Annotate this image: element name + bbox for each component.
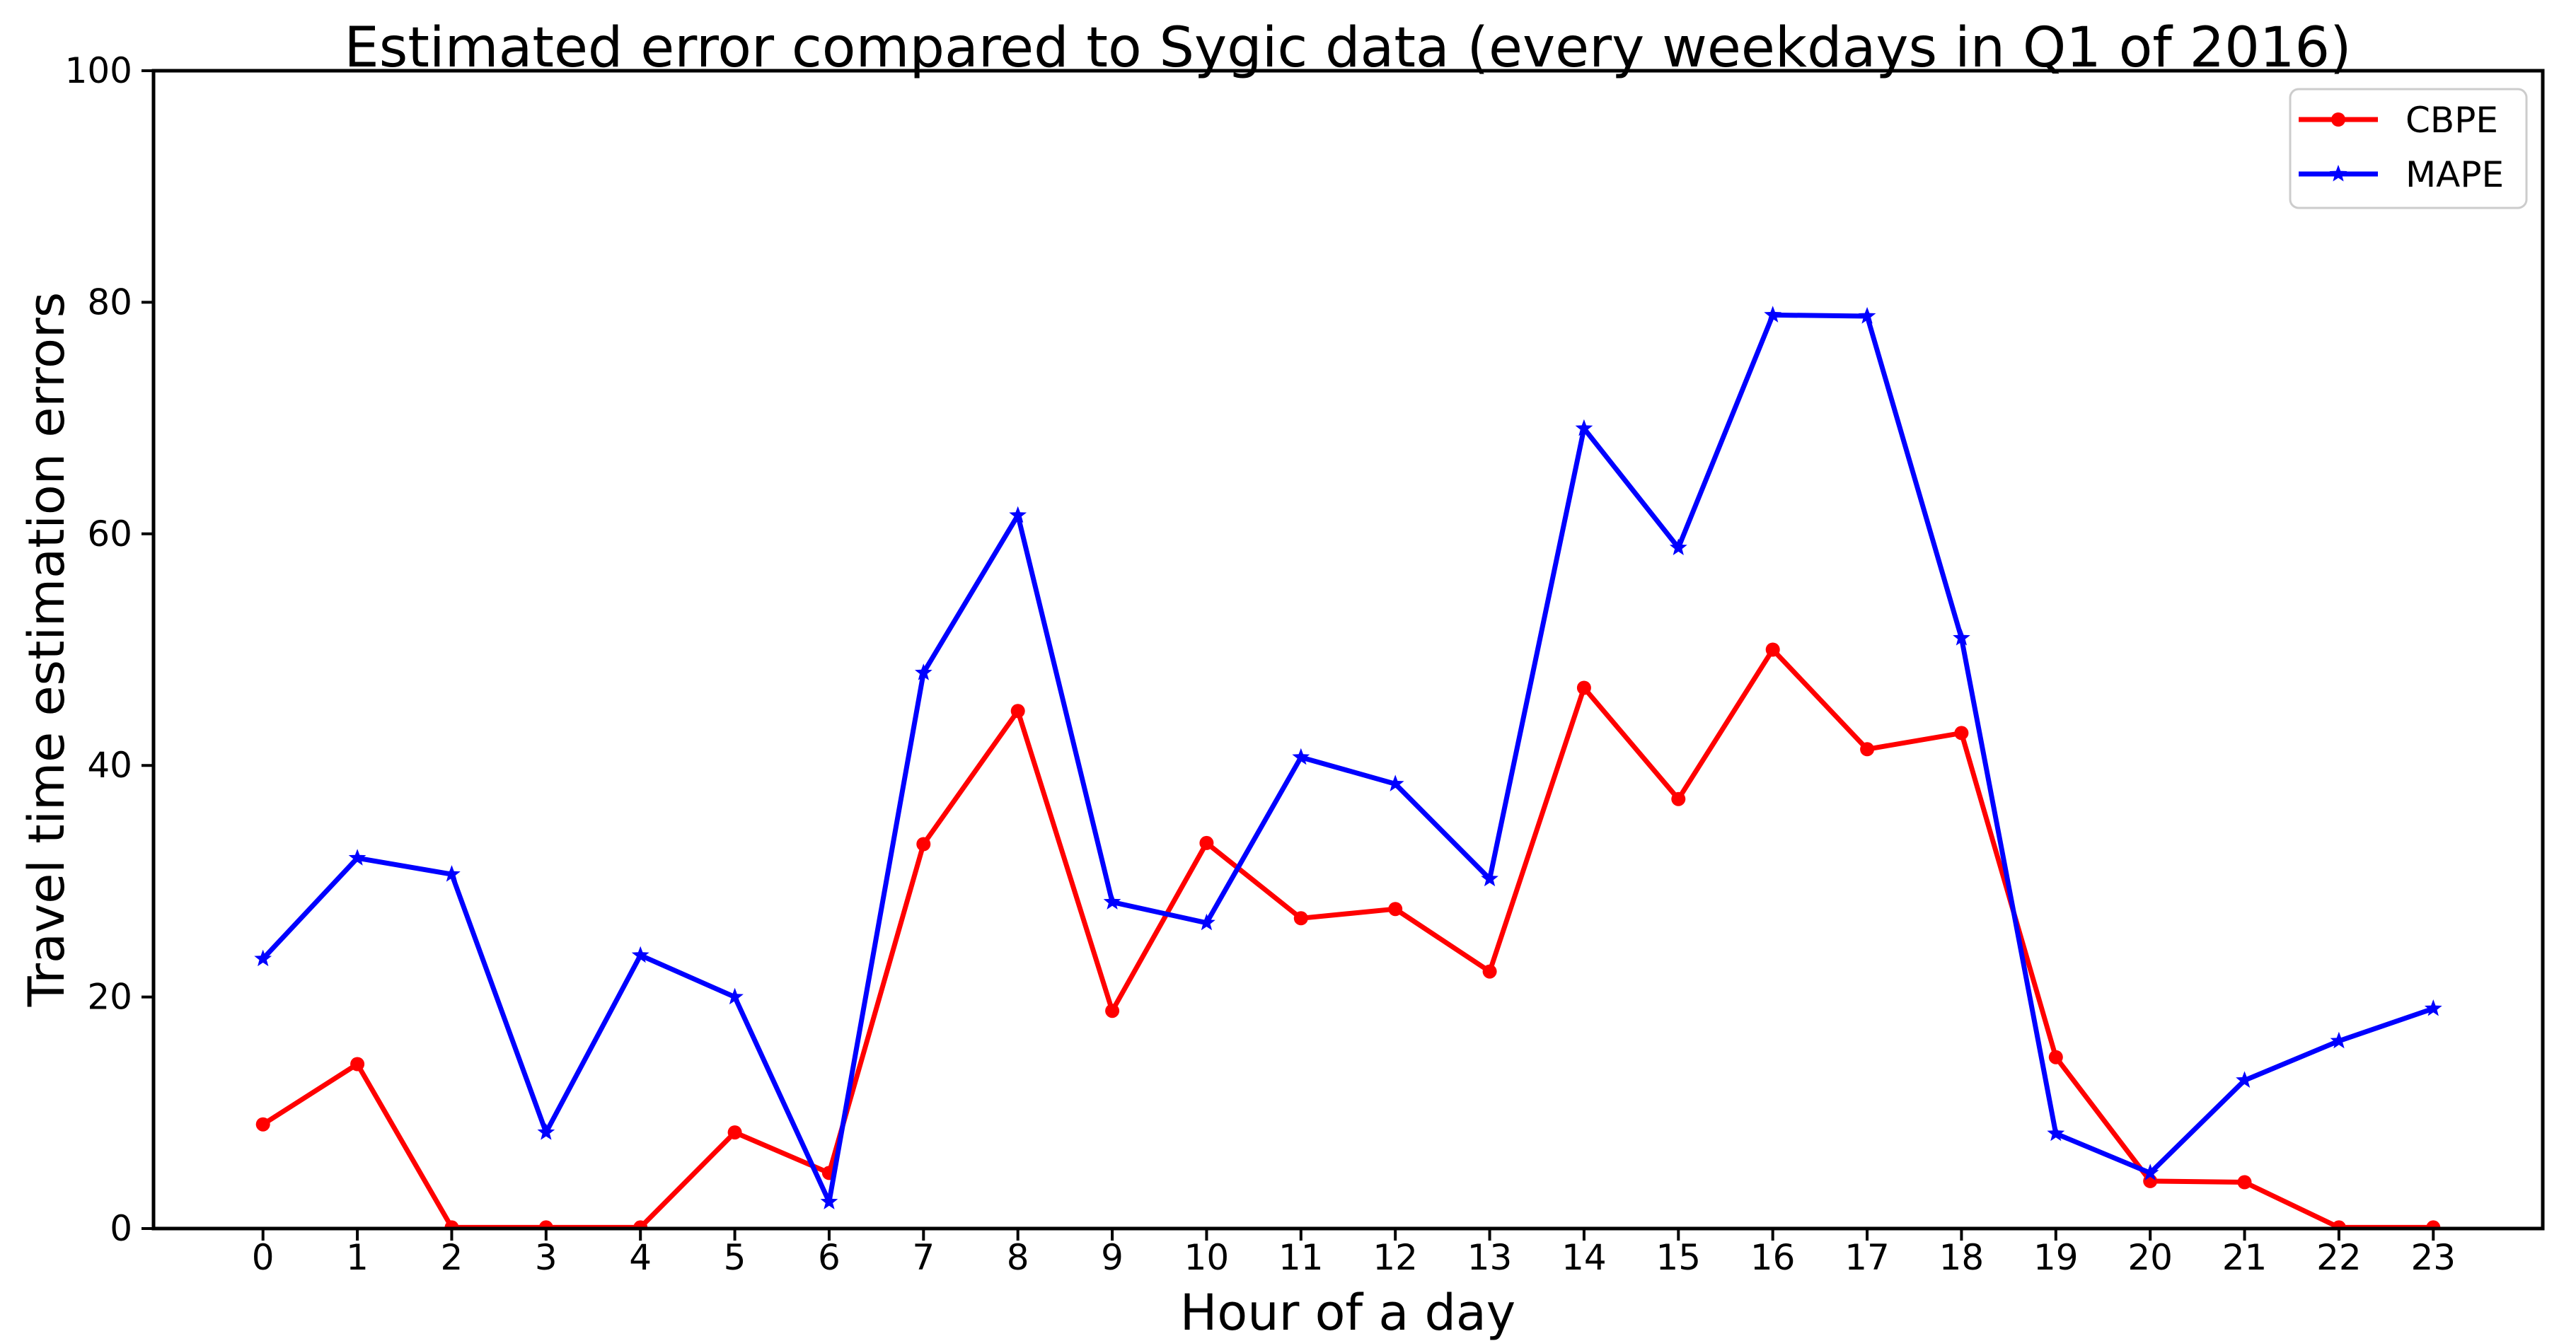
- x-tick-label: 17: [1844, 1237, 1890, 1278]
- legend-label-cbpe: CBPE: [2405, 100, 2498, 141]
- x-tick-label: 23: [2410, 1237, 2456, 1278]
- x-tick-label: 16: [1750, 1237, 1796, 1278]
- y-tick-label: 0: [110, 1208, 132, 1249]
- circle-marker-icon: [444, 1220, 459, 1229]
- chart-title: Estimated error compared to Sygic data (…: [344, 16, 2351, 80]
- star-marker-icon: [726, 987, 744, 1005]
- circle-marker-icon: [1576, 680, 1591, 695]
- circle-marker-icon: [2331, 112, 2345, 127]
- star-marker-icon: [1953, 629, 1970, 646]
- x-tick-label: 20: [2127, 1237, 2173, 1278]
- star-marker-icon: [631, 946, 649, 963]
- series-line-cbpe: [261, 647, 2434, 1229]
- y-tick-label: 80: [87, 281, 132, 323]
- circle-marker-icon: [1765, 642, 1780, 657]
- legend-label-mape: MAPE: [2405, 154, 2504, 195]
- plot-area: 0 1 2 3 4 5 6 7 8 9 10 11 12 13 14 15 16 17 18 19 20 21 22 2302…: [65, 50, 2545, 1278]
- circle-marker-icon: [1860, 742, 1875, 757]
- circle-marker-icon: [1199, 835, 1214, 850]
- star-marker-icon: [1575, 419, 1593, 436]
- circle-marker-icon: [1388, 902, 1403, 917]
- x-tick-label: 15: [1656, 1237, 1701, 1278]
- star-marker-icon: [820, 1192, 838, 1209]
- circle-marker-icon: [1105, 1004, 1120, 1018]
- y-tick-label: 40: [87, 745, 132, 786]
- circle-marker-icon: [633, 1220, 648, 1229]
- x-tick-label: 3: [535, 1237, 558, 1278]
- circle-marker-icon: [2237, 1175, 2252, 1190]
- x-tick-label: 11: [1278, 1237, 1324, 1278]
- star-marker-icon: [2329, 165, 2347, 182]
- circle-marker-icon: [538, 1220, 553, 1229]
- x-tick-label: 14: [1561, 1237, 1607, 1278]
- x-tick-label: 9: [1101, 1237, 1124, 1278]
- x-tick-label: 13: [1467, 1237, 1513, 1278]
- star-marker-icon: [2141, 1163, 2159, 1180]
- axes-frame: [151, 69, 2545, 1231]
- x-tick-label: 12: [1373, 1237, 1418, 1278]
- star-marker-icon: [254, 949, 272, 967]
- series-cbpe: [255, 642, 2441, 1229]
- star-marker-icon: [537, 1123, 555, 1140]
- x-tick-label: 21: [2222, 1237, 2268, 1278]
- x-tick-label: 2: [441, 1237, 463, 1278]
- circle-marker-icon: [350, 1057, 365, 1072]
- x-tick-label: 22: [2316, 1237, 2362, 1278]
- y-axis-label: Travel time estimation errors: [18, 292, 76, 1008]
- star-marker-icon: [2236, 1071, 2253, 1088]
- x-tick-label: 6: [818, 1237, 841, 1278]
- legend-item-mape: MAPE: [2299, 154, 2504, 195]
- star-marker-icon: [2330, 1031, 2348, 1049]
- star-marker-icon: [1669, 538, 1687, 555]
- star-marker-icon: [915, 663, 932, 680]
- circle-marker-icon: [1954, 726, 1969, 741]
- x-tick-label: 19: [2033, 1237, 2079, 1278]
- star-marker-icon: [2047, 1124, 2065, 1142]
- star-marker-icon: [1198, 913, 1215, 931]
- circle-marker-icon: [1293, 911, 1308, 926]
- x-tick-label: 4: [629, 1237, 652, 1278]
- x-tick-label: 8: [1007, 1237, 1029, 1278]
- x-tick-label: 1: [346, 1237, 369, 1278]
- y-tick-label: 60: [87, 513, 132, 555]
- star-marker-icon: [443, 865, 461, 882]
- series-mape: [254, 306, 2442, 1209]
- circle-marker-icon: [727, 1125, 742, 1140]
- x-tick-label: 10: [1184, 1237, 1230, 1278]
- x-tick-label: 7: [912, 1237, 935, 1278]
- star-marker-icon: [1103, 893, 1121, 910]
- star-marker-icon: [348, 849, 366, 866]
- circle-marker-icon: [2331, 1220, 2346, 1229]
- circle-marker-icon: [1010, 704, 1025, 719]
- circle-marker-icon: [1671, 791, 1686, 806]
- star-marker-icon: [1764, 306, 1781, 323]
- star-marker-icon: [1009, 506, 1027, 523]
- star-marker-icon: [2424, 999, 2442, 1016]
- circle-marker-icon: [916, 837, 931, 852]
- star-marker-icon: [1858, 307, 1876, 324]
- x-axis-label: Hour of a day: [1180, 1284, 1515, 1341]
- star-marker-icon: [1481, 869, 1498, 887]
- star-marker-icon: [1292, 748, 1310, 765]
- x-tick-label: 0: [252, 1237, 275, 1278]
- star-marker-icon: [1386, 774, 1404, 791]
- y-tick-label: 100: [65, 50, 132, 91]
- circle-marker-icon: [2048, 1050, 2063, 1064]
- circle-marker-icon: [1482, 964, 1497, 979]
- legend-item-cbpe: CBPE: [2299, 100, 2498, 141]
- series-line-mape: [261, 312, 2435, 1204]
- circle-marker-icon: [2426, 1220, 2441, 1229]
- y-tick-label: 20: [87, 977, 132, 1018]
- x-tick-label: 5: [724, 1237, 746, 1278]
- circle-marker-icon: [255, 1117, 270, 1132]
- legend: CBPE MAPE: [2289, 88, 2528, 209]
- x-tick-label: 18: [1939, 1237, 1985, 1278]
